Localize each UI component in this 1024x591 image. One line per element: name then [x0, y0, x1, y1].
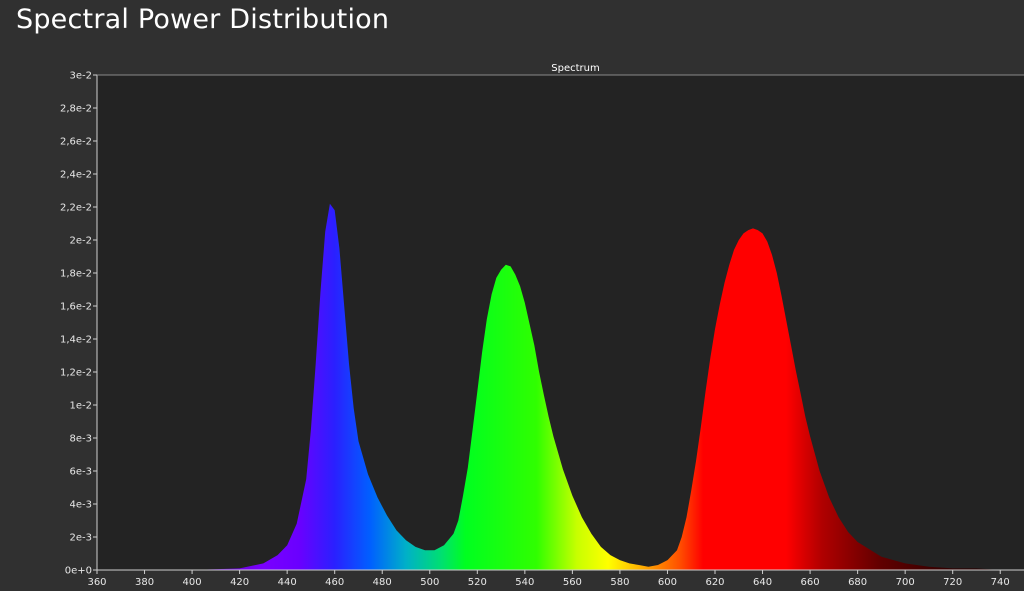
spectrum-area [192, 203, 1024, 570]
x-tick-label: 620 [705, 577, 724, 588]
y-tick-label: 1e-2 [70, 401, 93, 412]
x-tick-label: 360 [87, 577, 106, 588]
x-tick-label: 480 [373, 577, 392, 588]
x-tick-label: 580 [610, 577, 629, 588]
x-tick-label: 740 [991, 577, 1010, 588]
x-tick-label: 400 [183, 577, 202, 588]
y-tick-label: 8e-3 [70, 434, 93, 445]
x-tick-label: 500 [420, 577, 439, 588]
x-tick-label: 660 [801, 577, 820, 588]
page-title: Spectral Power Distribution [16, 4, 390, 35]
x-tick-label: 380 [135, 577, 154, 588]
x-tick-label: 420 [230, 577, 249, 588]
spectrum-series-area [192, 203, 1024, 570]
y-tick-label: 2e-2 [70, 236, 93, 247]
x-tick-label: 540 [515, 577, 534, 588]
y-tick-label: 2,4e-2 [60, 170, 92, 181]
y-tick-label: 0e+0 [65, 566, 92, 577]
y-tick-label: 1,8e-2 [60, 269, 92, 280]
x-tick-label: 460 [325, 577, 344, 588]
y-tick-label: 2,8e-2 [60, 104, 92, 115]
x-tick-label: 600 [658, 577, 677, 588]
y-tick-label: 1,6e-2 [60, 302, 92, 313]
x-tick-label: 640 [753, 577, 772, 588]
x-tick-label: 560 [563, 577, 582, 588]
y-tick-label: 2e-3 [70, 533, 93, 544]
x-tick-label: 440 [278, 577, 297, 588]
x-tick-label: 700 [896, 577, 915, 588]
y-tick-label: 2,6e-2 [60, 137, 92, 148]
y-tick-label: 3e-2 [70, 71, 93, 82]
y-tick-label: 2,2e-2 [60, 203, 92, 214]
x-tick-label: 520 [468, 577, 487, 588]
chart-title: Spectrum [551, 63, 599, 74]
y-tick-label: 1,4e-2 [60, 335, 92, 346]
y-tick-label: 6e-3 [70, 467, 93, 478]
y-tick-label: 1,2e-2 [60, 368, 92, 379]
x-tick-label: 680 [848, 577, 867, 588]
y-tick-label: 4e-3 [70, 500, 93, 511]
axes: 0e+0 2e-3 4e-3 6e-3 8e-3 1e-2 1,2e-2 1,4e-2 1,6e… [60, 71, 1024, 588]
x-tick-label: 720 [943, 577, 962, 588]
